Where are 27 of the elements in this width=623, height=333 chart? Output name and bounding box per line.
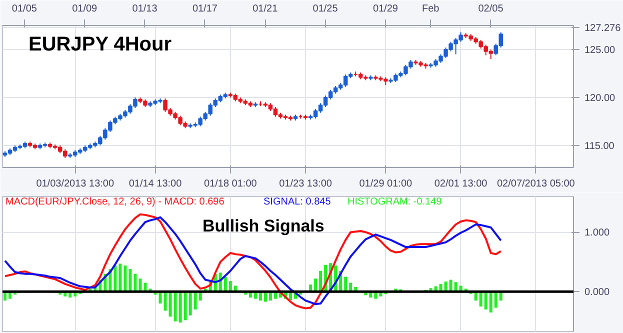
x2-tick-label: 02/05 — [478, 4, 504, 14]
x-tick-label: 01/29 01:00 — [359, 178, 413, 190]
annotation: Bullish Signals — [202, 216, 324, 236]
x2-tick-label: 01/09 — [72, 4, 98, 14]
chart-title: EURJPY 4Hour — [28, 34, 172, 56]
x-tick-label: 01/18 01:00 — [204, 178, 258, 190]
text: MACD(EUR/JPY.Close, 12, 26, 9) - MACD: 0.696 — [6, 196, 225, 208]
y-tick-label: 127.276 — [584, 23, 622, 34]
text: HISTOGRAM: -0.149 — [348, 196, 442, 208]
x2-tick-label: 01/25 — [312, 4, 338, 14]
text: SIGNAL: 0.845 — [264, 196, 332, 208]
y-tick-label: 120.00 — [584, 92, 616, 104]
x-tick-label: 01/03/2013 13:00 — [36, 178, 114, 190]
y-tick-label: 115.00 — [584, 140, 615, 152]
y-tick-label: 125.00 — [584, 44, 616, 56]
y-tick-label: 1.000 — [584, 228, 610, 239]
x-tick-label: 01/23 13:00 — [279, 178, 332, 190]
x-tick-label: 02/01 13:00 — [434, 178, 488, 190]
x2-tick-label: 01/13 — [132, 4, 158, 14]
x2-tick-label: 01/29 — [372, 4, 398, 14]
x2-tick-label: 01/05 — [12, 4, 38, 14]
x-tick-label: 01/14 13:00 — [128, 178, 182, 190]
x2-tick-label: 01/21 — [252, 4, 278, 14]
x-tick-label: 02/07/2013 05:00 — [497, 178, 576, 190]
y-tick-label: 0.000 — [584, 287, 610, 298]
x2-tick-label: 01/17 — [192, 4, 218, 14]
x2-tick-label: Feb — [422, 4, 440, 14]
